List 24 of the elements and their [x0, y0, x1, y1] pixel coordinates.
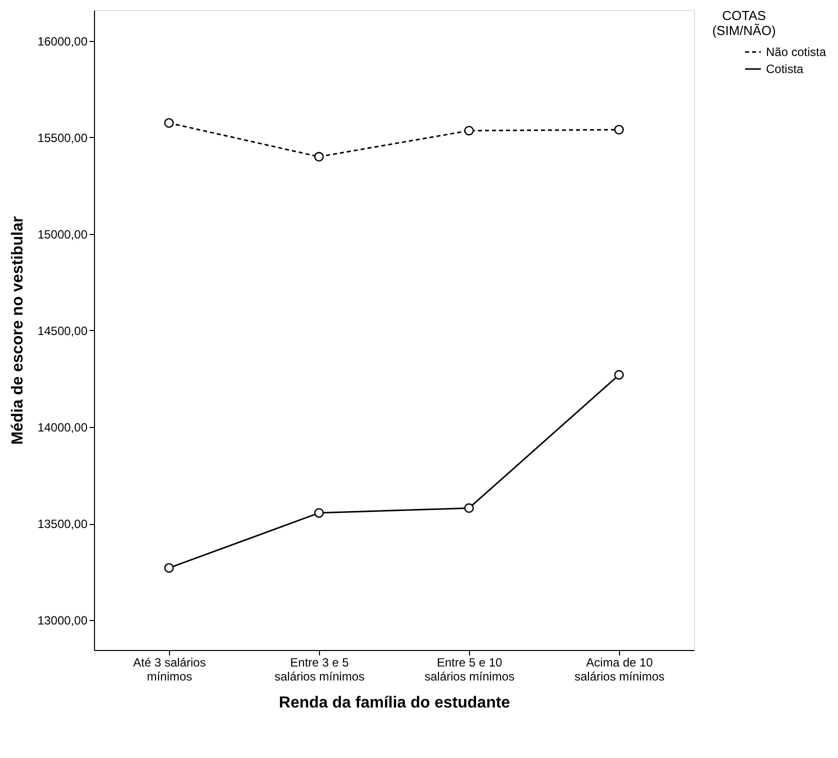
y-tick-label: 13000,00: [37, 614, 88, 628]
x-tick-label: Entre 3 e 5 salários mínimos: [274, 656, 365, 684]
y-tick-label: 15000,00: [37, 227, 88, 242]
point: [464, 126, 474, 136]
y-tick-label: 14500,00: [37, 324, 88, 338]
y-axis-title: Média de escore no vestibular: [9, 216, 26, 445]
y-tick-label: 14000,00: [37, 420, 88, 435]
legend-label: Cotista: [766, 62, 804, 76]
point: [314, 508, 324, 518]
legend-title: COTAS (SIM/NÃO): [712, 8, 776, 38]
x-tick-label: Acima de 10 salários mínimos: [574, 656, 665, 684]
y-tick-label: 15500,00: [37, 130, 88, 145]
point: [614, 370, 624, 380]
x-axis-title: Renda da família do estudante: [278, 694, 510, 712]
point: [314, 152, 324, 162]
point: [464, 503, 474, 513]
point: [614, 124, 624, 135]
y-tick-label: 13500,00: [37, 517, 88, 532]
legend-label: Não cotista: [766, 45, 826, 59]
x-tick-label: Até 3 salários mínimos: [133, 656, 206, 684]
point: [164, 563, 174, 573]
y-tick-label: 16000,00: [37, 34, 88, 48]
x-tick-label: Entre 5 e 10 salários mínimos: [424, 656, 515, 684]
point: [164, 118, 174, 128]
